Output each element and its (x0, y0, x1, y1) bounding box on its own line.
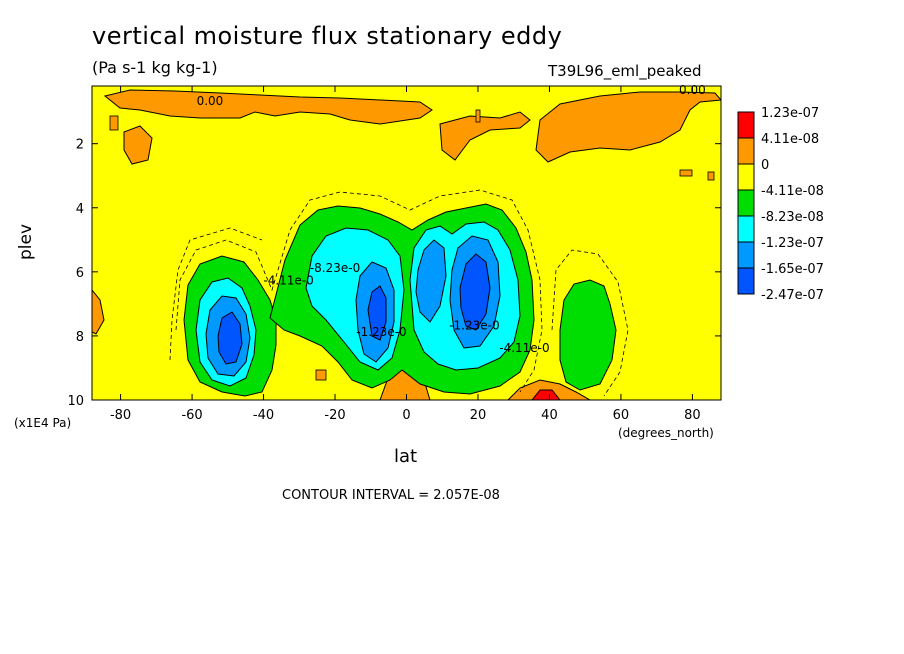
x-tick-label: 60 (613, 408, 630, 423)
contour-label: -1.23e-0 (449, 319, 499, 333)
strong-positive-surface-40n (531, 389, 561, 400)
positive-speck-1 (475, 109, 481, 123)
chart-title: vertical moisture flux stationary eddy (92, 22, 563, 50)
x-tick-label: 40 (541, 408, 558, 423)
positive-speck-3 (707, 171, 715, 181)
positive-patch-left-lobe (123, 125, 153, 165)
legend-swatch (737, 163, 755, 191)
x-tick-label: 0 (402, 408, 410, 423)
contour-field (92, 86, 721, 400)
legend-swatch (737, 215, 755, 243)
legend-level-label: -2.47e-07 (761, 288, 824, 303)
color-legend: 1.23e-07 4.11e-08 0 -4.11e-08 -8.23e-08 -1.23… (737, 106, 824, 303)
y-tick-label: 2 (76, 138, 84, 153)
x-tick-label: -80 (110, 408, 131, 423)
positive-speck-4 (315, 369, 327, 381)
legend-swatch (737, 241, 755, 269)
y-tick-label: 8 (76, 330, 84, 345)
x-tick-label: 20 (470, 408, 487, 423)
legend-level-label: 1.23e-07 (761, 106, 819, 121)
contour-label: -1.23e-0 (356, 325, 406, 339)
x-tick-label: -40 (253, 408, 274, 423)
legend-swatch (737, 111, 755, 139)
dashed-contour-sh-low (169, 227, 263, 361)
positive-speck-2 (679, 169, 693, 177)
positive-patch-left-edge (92, 289, 105, 335)
contour-label: -4.11e-0 (499, 341, 549, 355)
positive-patch-center-top (439, 111, 531, 161)
y-tick-label: 10 (67, 394, 84, 409)
x-axis: -80 -60 -40 -20 0 20 40 60 80 (110, 86, 701, 423)
y-axis: 2 4 6 8 10 (67, 138, 721, 409)
contour-label: -8.23e-0 (310, 261, 360, 275)
chart-units: (Pa s-1 kg kg-1) (92, 58, 218, 77)
contour-interval: CONTOUR INTERVAL = 2.057E-08 (282, 488, 500, 503)
x-tick-label: 80 (684, 408, 701, 423)
positive-band-top-left (103, 89, 433, 125)
negative-region-nh-midlat (559, 279, 617, 391)
legend-swatch (737, 137, 755, 165)
legend-level-label: -4.11e-08 (761, 184, 824, 199)
dashed-contour-nh (551, 249, 629, 397)
y-axis-units: (x1E4 Pa) (14, 416, 72, 430)
positive-band-top-right (535, 91, 721, 163)
contour-label: 0.00 (197, 94, 224, 108)
contour-labels: 0.000.00-4.11e-0-8.23e-0-1.23e-0 -1.23e-0… (197, 83, 706, 355)
strong-negative-tropics-2 (415, 239, 447, 323)
dashed-contour-outer (175, 189, 543, 393)
x-axis-units: (degrees_north) (618, 426, 714, 440)
legend-level-label: 0 (761, 158, 769, 173)
positive-speck-5 (109, 115, 119, 131)
legend-level-label: -1.23e-07 (761, 236, 824, 251)
legend-swatch (737, 189, 755, 217)
x-tick-label: -20 (324, 408, 345, 423)
legend-level-label: -1.65e-07 (761, 262, 824, 277)
peak-negative-tropics-left (367, 285, 387, 341)
legend-swatch (737, 267, 755, 295)
peak-negative-tropics (459, 253, 491, 331)
legend-level-label: 4.11e-08 (761, 132, 819, 147)
contour-label: -4.11e-0 (263, 274, 313, 288)
x-tick-label: -60 (181, 408, 202, 423)
y-tick-label: 6 (76, 266, 84, 281)
peak-negative-sh (217, 311, 243, 365)
run-label: T39L96_eml_peaked (548, 62, 702, 80)
legend-level-label: -8.23e-08 (761, 210, 824, 225)
x-axis-label: lat (394, 446, 418, 467)
y-tick-label: 4 (76, 202, 84, 217)
